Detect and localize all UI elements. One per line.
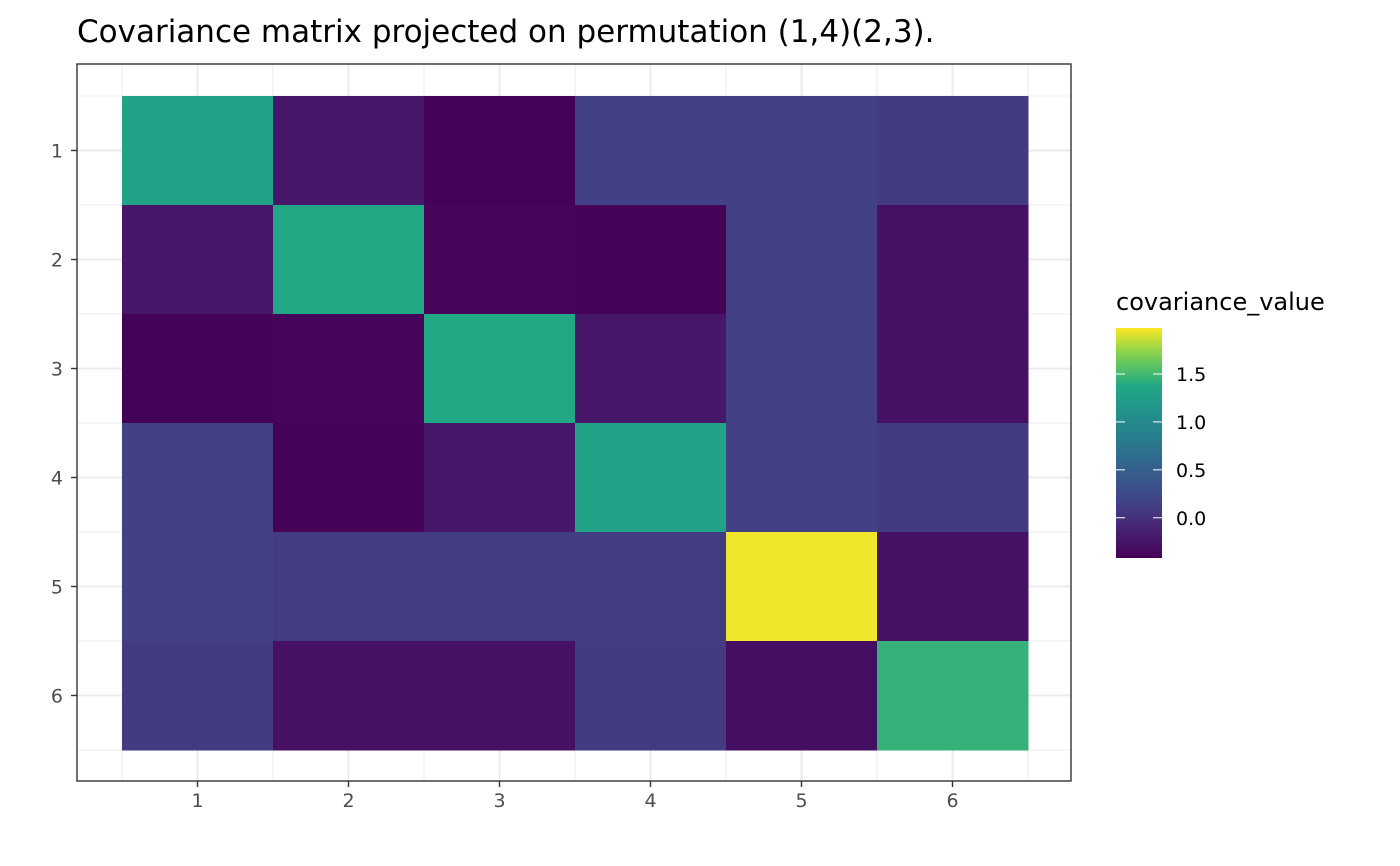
heatmap-cell (273, 314, 425, 424)
heatmap-cell (273, 423, 425, 533)
legend-tick-label: 1.5 (1176, 364, 1206, 386)
legend-tick-label: 0.0 (1176, 508, 1206, 530)
heatmap-cell (877, 423, 1029, 533)
panel-border (76, 63, 1072, 782)
heatmap-cell (575, 314, 727, 424)
legend-tick-label: 0.5 (1176, 460, 1206, 482)
heatmap-cell (877, 205, 1029, 315)
heatmap-cell (877, 96, 1029, 206)
heatmap-cell (122, 314, 274, 424)
x-tick-label: 4 (644, 790, 656, 812)
heatmap-cell (424, 532, 576, 642)
legend-title: covariance_value (1116, 288, 1325, 316)
heatmap-cell (575, 96, 727, 206)
heatmap-cell (726, 314, 878, 424)
y-tick-label: 2 (51, 250, 63, 272)
heatmap-cell (424, 423, 576, 533)
x-tick-label: 5 (795, 790, 807, 812)
heatmap-cell (122, 641, 274, 751)
heatmap-cell (575, 423, 727, 533)
heatmap-cell (726, 641, 878, 751)
heatmap-cell (877, 314, 1029, 424)
heatmap-cell (877, 641, 1029, 751)
heatmap-cell (273, 96, 425, 206)
heatmap-cell (424, 314, 576, 424)
legend-colorbar (1116, 328, 1162, 558)
y-tick-label: 3 (51, 359, 63, 381)
heatmap-cell (273, 532, 425, 642)
legend-tick-label: 1.0 (1176, 412, 1206, 434)
heatmap-cell (877, 532, 1029, 642)
heatmap-cell (273, 641, 425, 751)
y-tick-label: 6 (51, 686, 63, 708)
heatmap-cell (575, 532, 727, 642)
heatmap-cell (122, 96, 274, 206)
x-tick-label: 3 (493, 790, 505, 812)
chart-title: Covariance matrix projected on permutati… (77, 14, 935, 50)
heatmap-cell (273, 205, 425, 315)
heatmap-cell (726, 423, 878, 533)
heatmap-cell (424, 641, 576, 751)
y-tick-label: 1 (51, 141, 63, 163)
y-tick-label: 5 (51, 577, 63, 599)
heatmap-cell (726, 532, 878, 642)
heatmap-cell (424, 205, 576, 315)
heatmap-cell (122, 532, 274, 642)
heatmap-cell (122, 423, 274, 533)
heatmap-cell (122, 205, 274, 315)
x-tick-label: 1 (191, 790, 203, 812)
heatmap-cell (424, 96, 576, 206)
x-tick-label: 6 (946, 790, 958, 812)
y-tick-label: 4 (51, 468, 63, 490)
heatmap-cell (726, 205, 878, 315)
heatmap-cell (575, 205, 727, 315)
heatmap-cell (726, 96, 878, 206)
x-tick-label: 2 (342, 790, 354, 812)
heatmap-cell (575, 641, 727, 751)
